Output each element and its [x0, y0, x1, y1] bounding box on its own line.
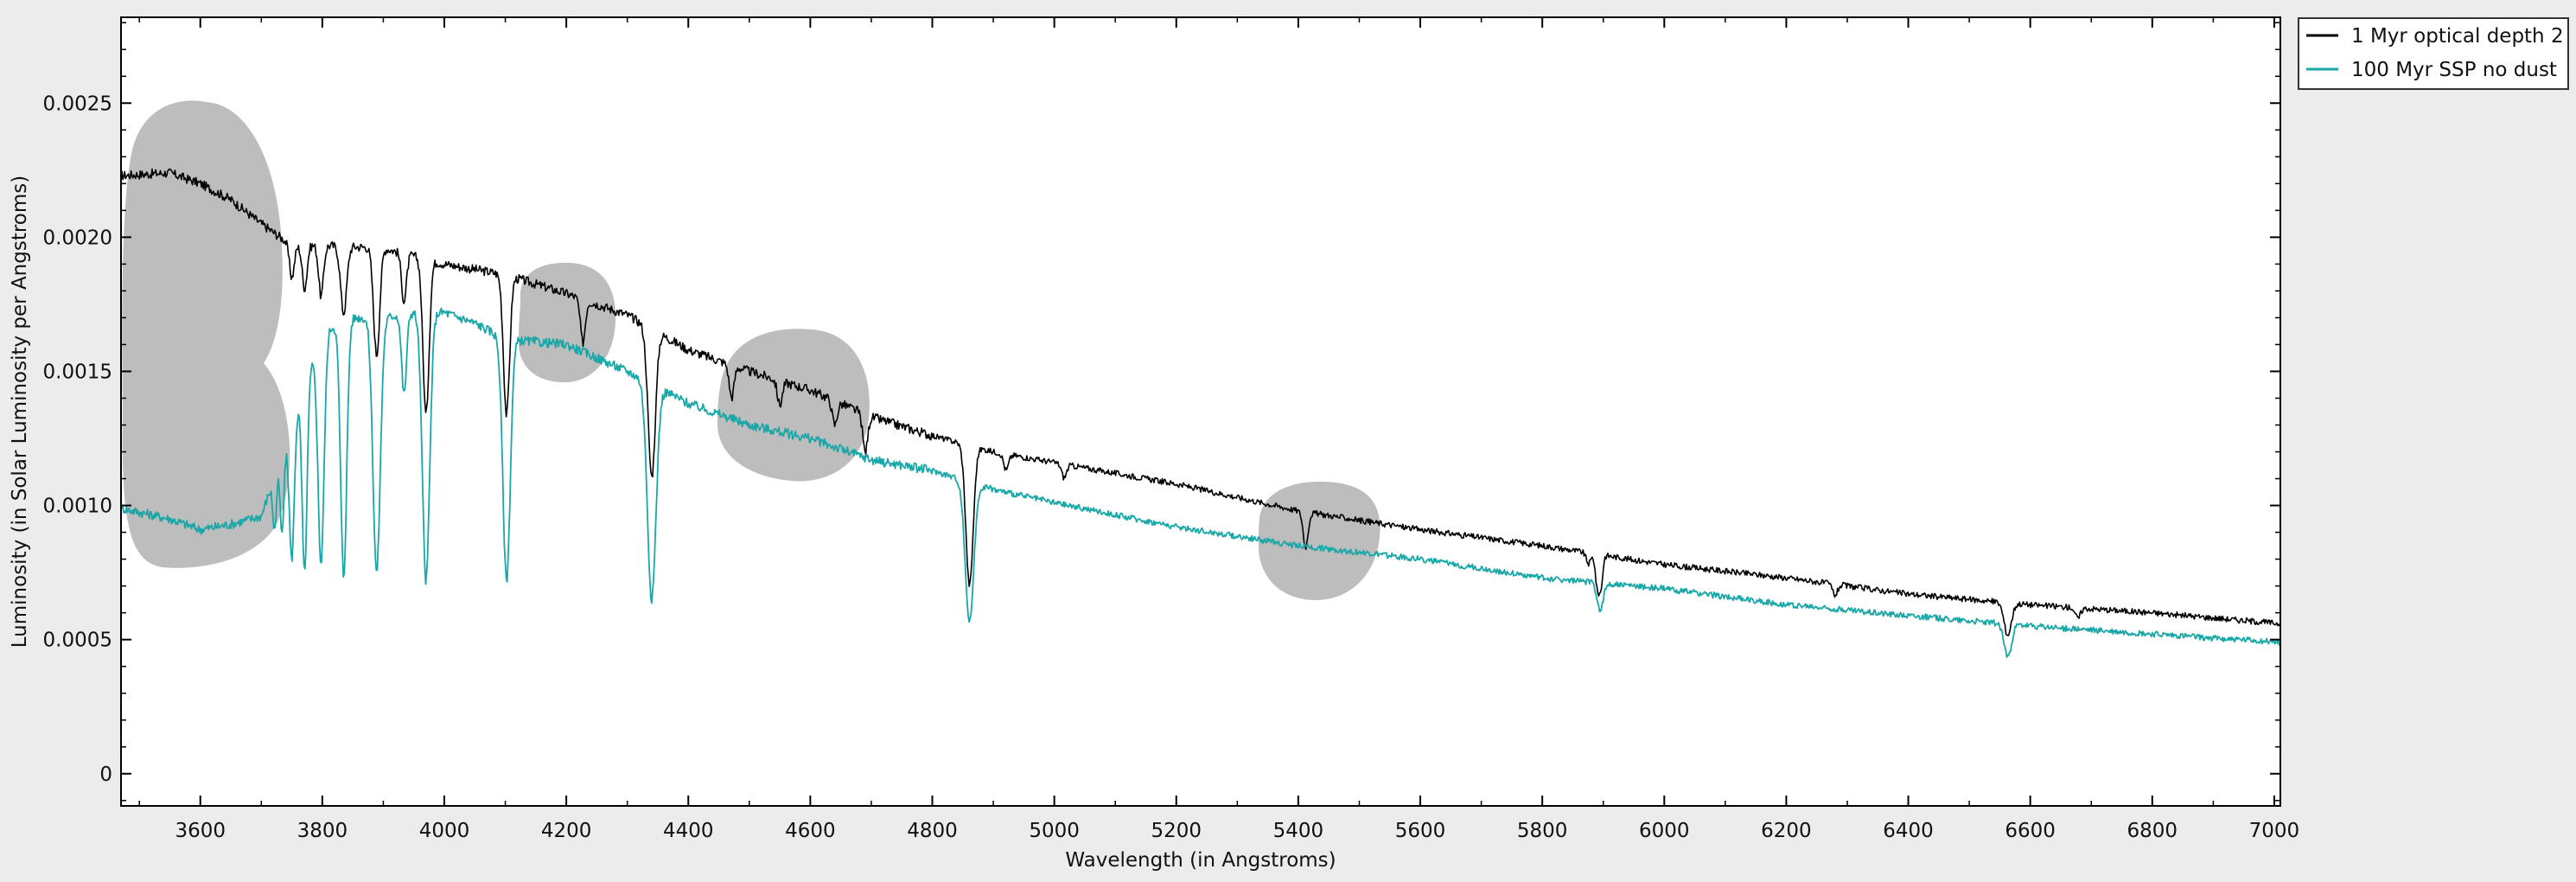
x-tick-label: 4800: [907, 820, 958, 842]
x-tick-label: 4400: [663, 820, 714, 842]
y-tick-label: 0.0010: [43, 495, 112, 518]
x-tick-label: 3600: [175, 820, 226, 842]
legend: 1 Myr optical depth 2 100 Myr SSP no dus…: [2298, 17, 2569, 90]
x-tick-label: 6800: [2127, 820, 2178, 842]
x-tick-label: 6200: [1761, 820, 1812, 842]
x-tick-label: 5600: [1395, 820, 1446, 842]
y-axis-label: Luminosity (in Solar Luminosity per Angs…: [9, 176, 31, 648]
plot-frame: [120, 16, 2281, 807]
x-tick-label: 6000: [1639, 820, 1690, 842]
plot-area-background: [121, 17, 2280, 806]
highlight-region-4200: [518, 262, 616, 383]
legend-label-100myr: 100 Myr SSP no dust: [2351, 59, 2557, 81]
x-tick-label: 4200: [541, 820, 592, 842]
x-tick-label: 6400: [1883, 820, 1934, 842]
series-group: [121, 168, 2280, 658]
x-tick-label: 5200: [1151, 820, 1202, 842]
series-line-100myr-ssp-no-dust: [121, 307, 2280, 658]
series-line-1myr-optical-depth-2: [121, 168, 2280, 636]
x-tick-label: 3800: [297, 820, 348, 842]
x-tick-label: 4000: [419, 820, 470, 842]
y-tick-label: 0.0005: [43, 630, 112, 652]
y-axis: 0 0.0005 0.0010 0.0015 0.0020 0.0025: [43, 22, 2280, 802]
highlight-region-balmer-jump: [122, 100, 290, 568]
x-axis-label: Wavelength (in Angstroms): [1065, 849, 1336, 872]
y-tick-label: 0.0020: [43, 227, 112, 249]
highlight-region-5400: [1258, 481, 1380, 600]
x-axis: 3600 3800 4000 4200 4400 4600 4800 5000 5200 5400…: [138, 17, 2300, 842]
x-tick-label: 5000: [1029, 820, 1080, 842]
legend-box: [2298, 17, 2569, 90]
y-tick-label: 0: [99, 764, 112, 786]
x-tick-label: 5800: [1517, 820, 1568, 842]
y-tick-label: 0.0025: [43, 93, 112, 115]
x-tick-label: 4600: [785, 820, 836, 842]
x-tick-label: 7000: [2249, 820, 2300, 842]
x-tick-label: 6600: [2005, 820, 2056, 842]
highlight-region-4600: [717, 329, 870, 482]
legend-label-1myr: 1 Myr optical depth 2: [2351, 25, 2564, 48]
highlight-regions: [122, 100, 1380, 600]
x-tick-label: 5400: [1273, 820, 1324, 842]
y-tick-label: 0.0015: [43, 361, 112, 383]
